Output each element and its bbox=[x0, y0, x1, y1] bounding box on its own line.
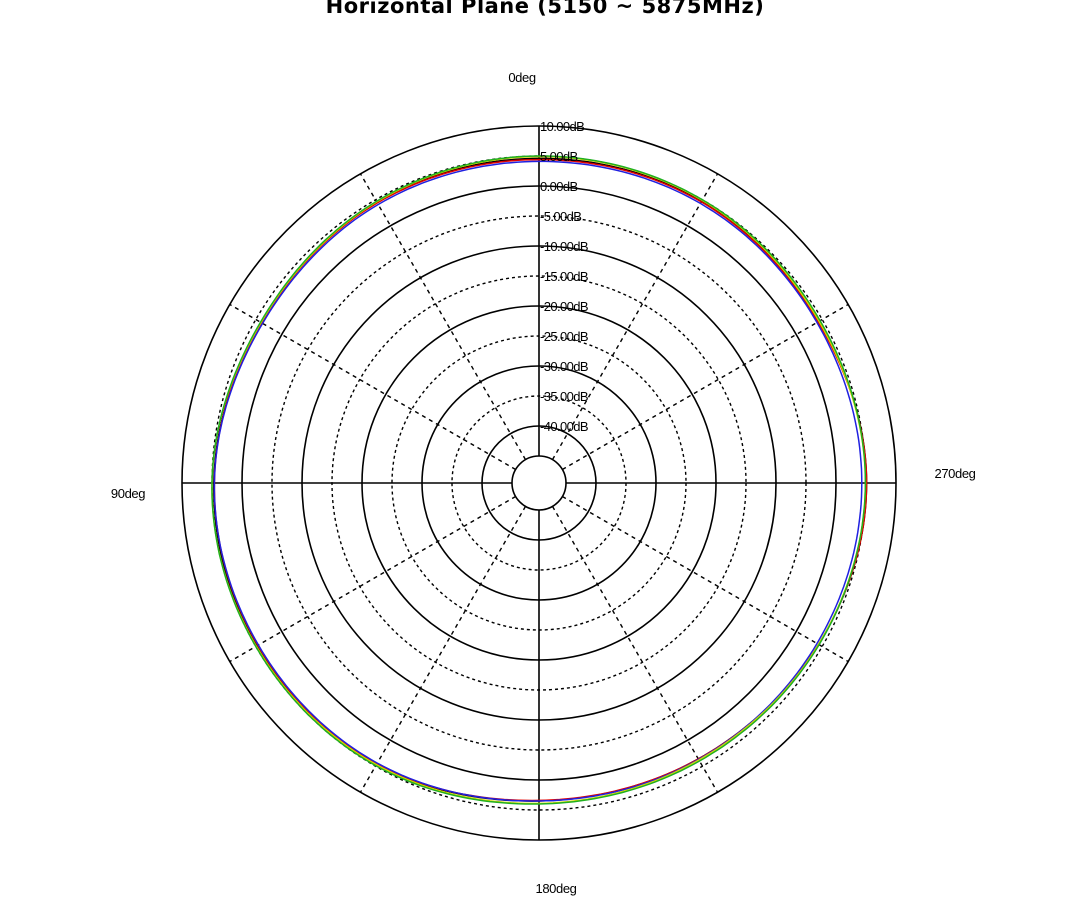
r-tick-label: 0.00dB bbox=[540, 179, 578, 194]
r-tick-label: -5.00dB bbox=[540, 209, 581, 224]
r-tick-label: 10.00dB bbox=[540, 119, 584, 134]
grid-spoke-30 bbox=[359, 173, 527, 460]
r-tick-label: -15.00dB bbox=[540, 269, 588, 284]
trace-series-5 bbox=[211, 155, 867, 805]
axis-labels: 10.00dB 5.00dB 0.00dB -5.00dB -10.00dB -15.00… bbox=[111, 70, 976, 896]
angle-label-270: 270deg bbox=[935, 466, 976, 481]
r-tick-label: -20.00dB bbox=[540, 299, 588, 314]
r-tick-label: -10.00dB bbox=[540, 239, 588, 254]
grid-spoke-210 bbox=[551, 506, 719, 793]
trace-series-2 bbox=[213, 158, 868, 802]
r-tick-label: -35.00dB bbox=[540, 389, 588, 404]
trace-group bbox=[211, 155, 868, 805]
grid-spoke-60 bbox=[229, 303, 516, 471]
r-tick-label: -30.00dB bbox=[540, 359, 588, 374]
angle-label-180: 180deg bbox=[536, 881, 577, 896]
grid-spoke-120 bbox=[229, 495, 516, 663]
polar-grid bbox=[181, 125, 897, 841]
angle-label-90: 90deg bbox=[111, 486, 145, 501]
grid-spoke-150 bbox=[359, 506, 527, 793]
r-tick-label: -40.00dB bbox=[540, 419, 588, 434]
grid-center-circle bbox=[511, 455, 567, 511]
chart-title: Horizontal Plane (5150 ~ 5875MHz) bbox=[325, 0, 765, 18]
r-tick-label: -25.00dB bbox=[540, 329, 588, 344]
r-tick-label: 5.00dB bbox=[540, 149, 578, 164]
grid-spoke-240 bbox=[562, 495, 849, 663]
grid-spoke-300 bbox=[562, 303, 849, 471]
trace-series-3 bbox=[213, 160, 863, 802]
angle-label-0: 0deg bbox=[508, 70, 535, 85]
grid-spoke-330 bbox=[551, 173, 719, 460]
